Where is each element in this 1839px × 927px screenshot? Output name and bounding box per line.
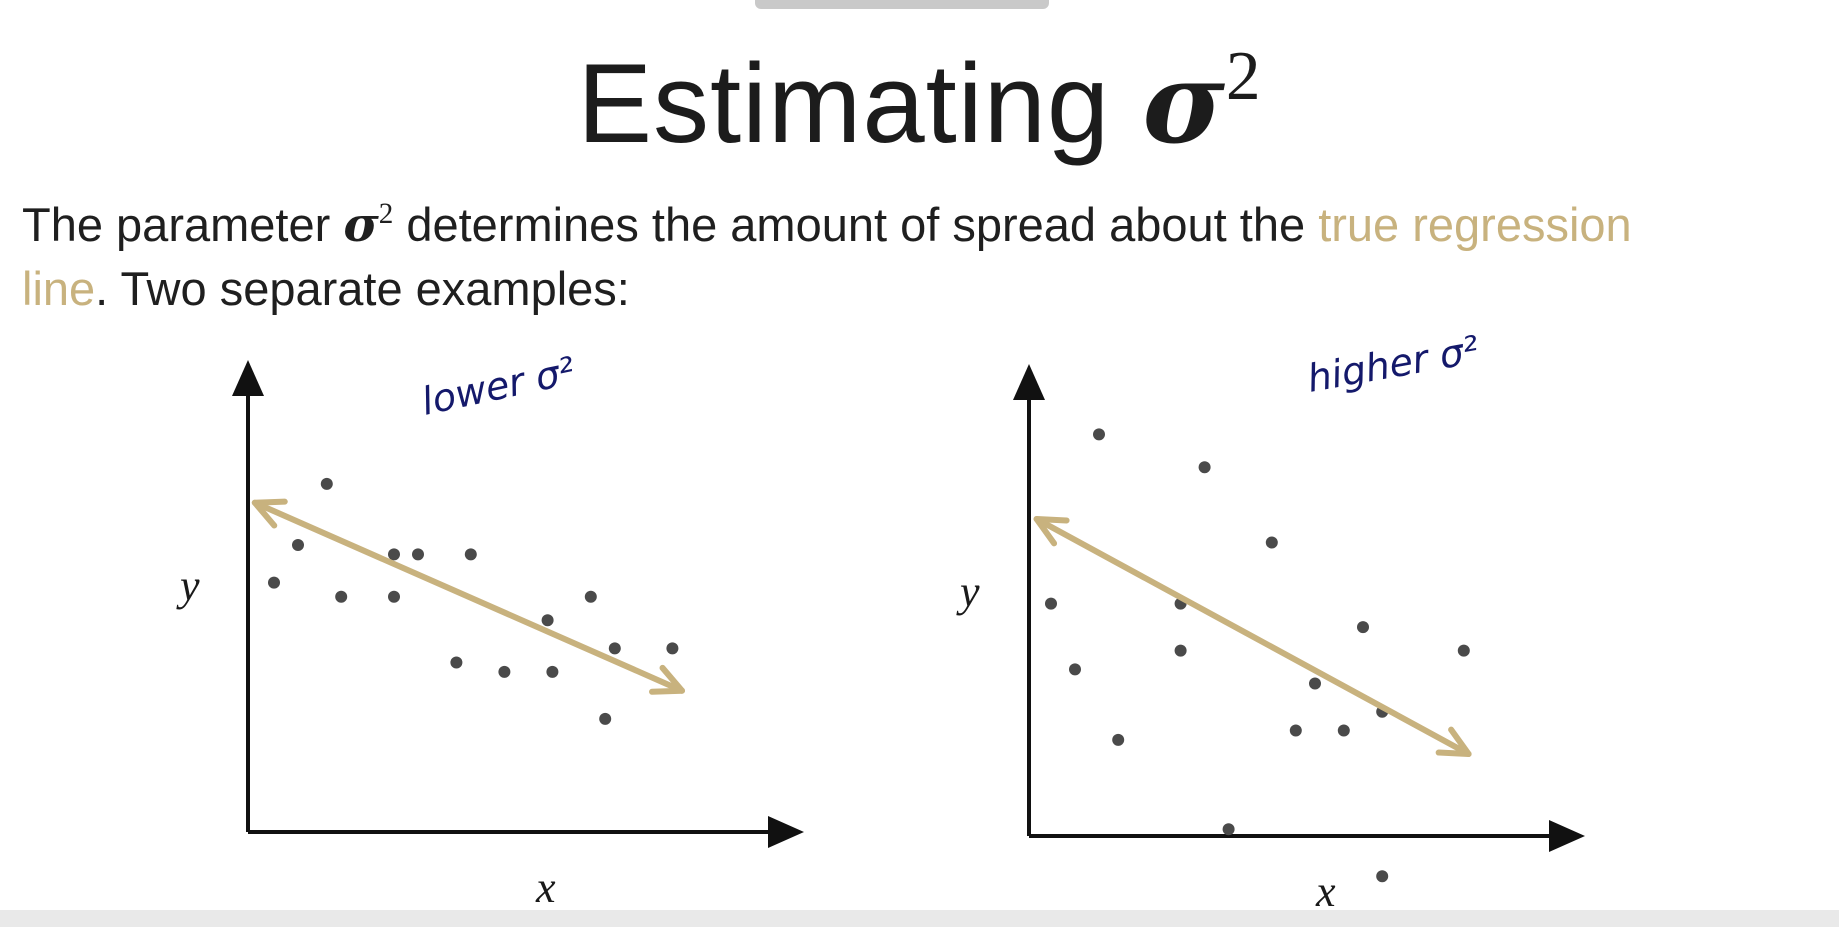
intro-text-2: determines the amount of spread about th… bbox=[393, 198, 1319, 252]
annotation-higher-sigma: higher σ² bbox=[1304, 327, 1482, 400]
annotation-lower-sigma: lower σ² bbox=[418, 348, 579, 423]
regression-arrowhead-start bbox=[1033, 516, 1070, 547]
plot-lower-variance: y x lower σ² bbox=[176, 348, 804, 912]
data-point bbox=[546, 665, 559, 678]
data-point bbox=[1198, 461, 1211, 474]
data-point bbox=[1357, 621, 1369, 634]
window-drag-handle[interactable] bbox=[755, 0, 1049, 9]
data-point bbox=[1093, 428, 1105, 441]
data-point bbox=[1309, 677, 1321, 690]
data-point bbox=[268, 576, 280, 589]
bottom-bar bbox=[0, 910, 1839, 927]
data-point bbox=[1045, 597, 1057, 610]
data-point bbox=[292, 539, 304, 551]
x-axis-label: x bbox=[1315, 867, 1336, 916]
true-regression-line bbox=[1033, 516, 1472, 757]
data-point bbox=[1069, 663, 1081, 676]
plot-higher-variance: y x higher σ² bbox=[956, 327, 1585, 916]
data-point bbox=[608, 642, 621, 655]
intro-sigma: σ bbox=[343, 197, 379, 254]
data-point bbox=[666, 642, 679, 655]
data-points bbox=[268, 477, 679, 725]
slide-title: Estimating σ2 bbox=[0, 14, 1839, 166]
data-point bbox=[498, 665, 511, 678]
data-point bbox=[1337, 724, 1350, 737]
regression-arrowhead-start bbox=[251, 498, 288, 529]
intro-highlight-1: true regression bbox=[1318, 198, 1632, 252]
data-point bbox=[450, 656, 463, 669]
title-prefix: Estimating bbox=[577, 41, 1111, 167]
data-point bbox=[1289, 724, 1302, 737]
data-point bbox=[1222, 823, 1235, 836]
true-regression-line bbox=[251, 498, 685, 695]
intro-highlight-2: line bbox=[22, 262, 96, 316]
data-point bbox=[412, 548, 424, 561]
data-point bbox=[1457, 644, 1470, 657]
y-axis-label: y bbox=[956, 567, 980, 616]
intro-paragraph: The parameter σ2 determines the amount o… bbox=[22, 183, 1822, 320]
data-point bbox=[1174, 644, 1187, 657]
regression-line bbox=[1033, 516, 1472, 757]
data-point bbox=[599, 712, 612, 725]
regression-arrowhead-end bbox=[1435, 726, 1472, 757]
data-point bbox=[584, 590, 597, 603]
data-point bbox=[320, 477, 333, 490]
data-point bbox=[464, 548, 477, 561]
intro-exponent: 2 bbox=[378, 198, 394, 230]
y-axis-label: y bbox=[176, 561, 200, 610]
data-point bbox=[388, 590, 400, 603]
title-exponent: 2 bbox=[1225, 38, 1262, 115]
data-point bbox=[1265, 536, 1278, 549]
x-axis-label: x bbox=[535, 863, 556, 912]
regression-line bbox=[251, 499, 685, 694]
data-point bbox=[335, 590, 348, 603]
data-point bbox=[388, 548, 400, 561]
data-point bbox=[1376, 870, 1389, 883]
intro-text-1: The parameter bbox=[22, 198, 344, 252]
data-points bbox=[1045, 428, 1470, 883]
data-point bbox=[1112, 733, 1125, 746]
title-sigma: σ bbox=[1142, 38, 1226, 170]
data-point bbox=[541, 614, 554, 627]
intro-text-3: . Two separate examples: bbox=[95, 262, 630, 316]
regression-arrowhead-end bbox=[649, 664, 685, 695]
